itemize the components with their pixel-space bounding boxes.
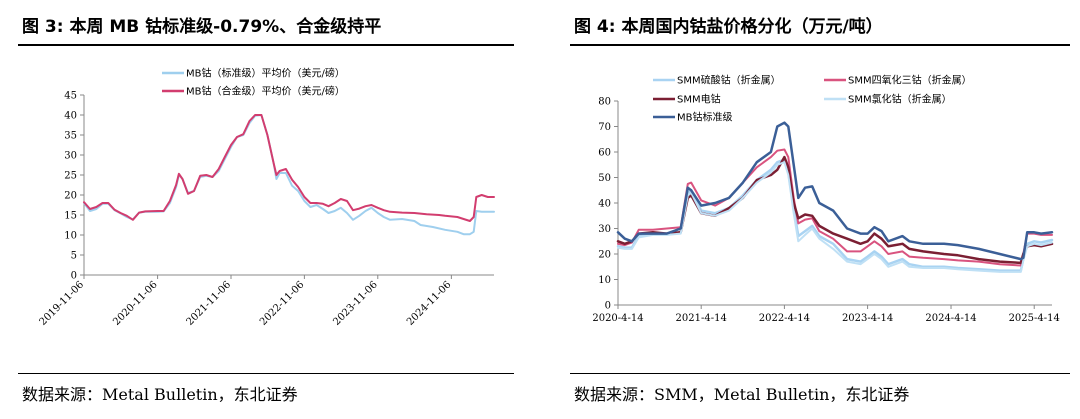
y-tick-label: 5 <box>71 251 77 262</box>
figure-4-source: 数据来源：SMM，Metal Bulletin，东北证券 <box>574 385 910 404</box>
legend-label-1: SMM硫酸钴（折金属） <box>677 74 781 87</box>
figure-4-panel: 图 4: 本周国内钴盐价格分化（万元/吨） 0 10 20 30 40 50 60 70 80 2… <box>556 0 1080 419</box>
y-tick-label: 35 <box>64 131 77 142</box>
y-tick-label: 10 <box>598 275 611 286</box>
y-tick-label: 20 <box>64 191 77 202</box>
figure-3-bottom-rule <box>18 373 514 374</box>
figure-3-panel: 图 3: 本周 MB 钴标准级-0.79%、合金级持平 0 5 10 15 20 25 30… <box>0 0 520 419</box>
figure-3-top-rule <box>18 44 514 46</box>
y-tick-label: 40 <box>64 111 77 122</box>
y-tick-label: 45 <box>64 91 77 102</box>
figure-4-top-rule <box>570 44 1070 46</box>
figure-3-source: 数据来源：Metal Bulletin，东北证券 <box>22 385 298 404</box>
figure-3-chart: 0 5 10 15 20 25 30 35 40 45 2019-11-06 2020-11-06 20… <box>38 67 495 328</box>
x-tick-label: 2022-4-14 <box>759 313 810 324</box>
series-line-2 <box>83 114 495 222</box>
figure-4-bottom-rule <box>570 373 1070 374</box>
x-tick-label: 2019-11-06 <box>38 279 87 328</box>
legend-label-3: SMM电钴 <box>677 93 721 106</box>
legend-label-2: MB钴（合金级）平均价（美元/磅） <box>186 85 345 98</box>
y-tick-label: 0 <box>71 271 77 282</box>
series-line-2 <box>617 148 1053 267</box>
y-tick-label: 10 <box>64 231 77 242</box>
y-tick-label: 25 <box>64 171 77 182</box>
y-tick-label: 50 <box>598 173 611 184</box>
y-tick-label: 30 <box>64 151 77 162</box>
x-tick-label: 2021-4-14 <box>676 313 727 324</box>
x-tick-label: 2023-4-14 <box>842 313 893 324</box>
legend-label-1: MB钴（标准级）平均价（美元/磅） <box>186 67 345 80</box>
figure-4-chart: 0 10 20 30 40 50 60 70 80 2020-4-14 2021-4-14 2022-… <box>592 74 1060 325</box>
figure-4-title: 图 4: 本周国内钴盐价格分化（万元/吨） <box>574 17 883 37</box>
series-line-4 <box>617 161 1053 273</box>
y-tick-label: 40 <box>598 199 611 210</box>
y-tick-label: 0 <box>605 301 611 312</box>
figure-3-title: 图 3: 本周 MB 钴标准级-0.79%、合金级持平 <box>22 17 382 37</box>
y-tick-label: 80 <box>598 97 611 108</box>
x-tick-label: 2022-11-06 <box>258 279 307 328</box>
legend-label-5: MB钴标准级 <box>677 112 733 124</box>
series-line-5 <box>616 121 1054 261</box>
legend-label-4: SMM氯化钴（折金属） <box>848 93 952 106</box>
y-tick-label: 70 <box>598 122 611 133</box>
x-tick-label: 2024-11-06 <box>405 279 454 328</box>
x-tick-label: 2020-4-14 <box>592 313 643 324</box>
y-tick-label: 20 <box>598 250 611 261</box>
x-tick-label: 2024-4-14 <box>925 313 976 324</box>
x-tick-label: 2023-11-06 <box>331 279 380 328</box>
y-tick-label: 60 <box>598 148 611 159</box>
x-tick-label: 2020-11-06 <box>111 279 160 328</box>
x-tick-label: 2025-4-14 <box>1009 313 1060 324</box>
legend-label-2: SMM四氧化三钴（折金属） <box>848 74 972 87</box>
y-tick-label: 30 <box>598 224 611 235</box>
y-tick-label: 15 <box>64 211 77 222</box>
x-tick-label: 2021-11-06 <box>185 279 234 328</box>
